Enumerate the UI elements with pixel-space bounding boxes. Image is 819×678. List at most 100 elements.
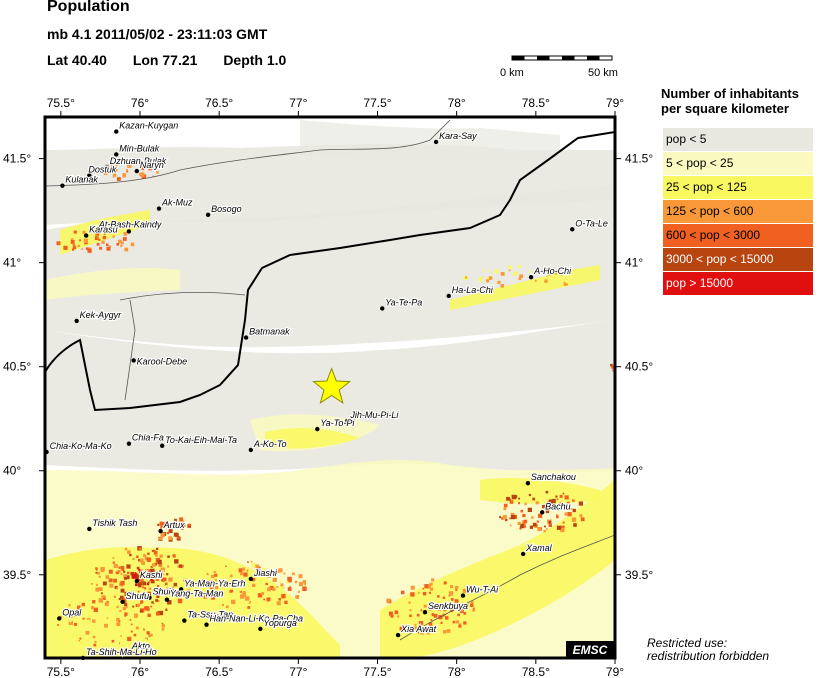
density-cell xyxy=(556,498,559,501)
density-cell xyxy=(103,171,108,175)
density-cell xyxy=(275,568,280,573)
density-cell xyxy=(233,581,238,586)
density-cell xyxy=(118,239,122,244)
density-cell xyxy=(486,277,490,281)
density-cell xyxy=(145,577,148,580)
density-cell xyxy=(427,632,430,635)
density-cell xyxy=(68,613,73,618)
density-cell xyxy=(102,638,104,641)
medium-density-area xyxy=(450,265,600,310)
density-cell xyxy=(519,274,523,279)
density-cell xyxy=(117,570,121,574)
density-cell xyxy=(109,245,111,248)
density-cell xyxy=(63,245,68,250)
density-cell xyxy=(292,572,295,576)
density-cell xyxy=(211,574,215,578)
density-cell xyxy=(137,590,140,593)
density-cell xyxy=(152,563,156,567)
density-cell xyxy=(113,602,118,607)
density-cell xyxy=(140,172,145,177)
density-cell xyxy=(91,606,95,610)
density-cell xyxy=(283,572,286,575)
density-cell xyxy=(554,272,557,275)
river xyxy=(119,291,246,401)
density-cell xyxy=(152,175,154,177)
density-cell xyxy=(274,583,276,586)
density-cell xyxy=(611,366,614,369)
density-cell xyxy=(137,583,143,588)
density-cell xyxy=(120,580,125,586)
density-cell xyxy=(488,276,493,280)
density-cell xyxy=(108,569,113,574)
usage-notice: Restricted use: redistribution forbidden xyxy=(647,637,769,663)
density-cell xyxy=(139,161,144,167)
legend-swatch xyxy=(663,200,813,223)
density-cell xyxy=(501,517,504,520)
density-cell xyxy=(108,607,112,611)
density-cell xyxy=(543,529,546,533)
density-cell xyxy=(550,506,554,510)
density-cell xyxy=(470,601,474,604)
density-cell xyxy=(429,582,433,586)
place-label: Senkbuya xyxy=(428,601,468,611)
density-cell xyxy=(556,525,562,530)
density-cell xyxy=(172,554,176,558)
density-cell xyxy=(178,564,183,568)
place-label: A-Ho-Chi xyxy=(533,266,572,276)
place-label: Ta-Ssu-Tan xyxy=(187,610,233,620)
place-marker xyxy=(114,129,119,134)
density-cell xyxy=(437,595,440,598)
scale-end-label: 50 km xyxy=(588,67,618,79)
x-tick-label-top: 77.5° xyxy=(363,96,391,110)
density-cell xyxy=(95,571,98,574)
density-cell xyxy=(263,572,268,577)
density-cell xyxy=(159,563,162,566)
density-cell xyxy=(455,620,459,624)
density-cell xyxy=(165,609,168,611)
place-label: O-Ta-Le xyxy=(575,218,608,228)
place-marker xyxy=(131,358,136,363)
y-tick-label-right: 40° xyxy=(625,464,643,478)
density-cell xyxy=(92,600,96,604)
density-cell xyxy=(459,607,464,612)
scale-start-label: 0 km xyxy=(500,67,524,79)
density-cell xyxy=(77,244,80,248)
place-marker xyxy=(395,632,401,638)
density-cell xyxy=(537,527,542,532)
density-cell xyxy=(147,613,151,617)
density-cell xyxy=(106,617,109,619)
density-cell xyxy=(433,613,438,618)
density-cell xyxy=(209,585,214,590)
density-cell xyxy=(253,602,257,607)
density-cell xyxy=(428,591,431,594)
place-label: Ha-La-Chi xyxy=(452,285,494,295)
density-cell xyxy=(206,572,209,575)
density-cell xyxy=(243,572,248,577)
density-cell xyxy=(517,265,521,269)
density-cell xyxy=(68,623,71,626)
density-cell xyxy=(295,595,300,599)
place-marker xyxy=(258,626,263,632)
density-cell xyxy=(113,563,118,568)
place-marker xyxy=(422,610,428,615)
density-cell xyxy=(248,601,251,604)
density-cell xyxy=(130,242,135,247)
density-cell xyxy=(276,601,281,606)
density-cell xyxy=(119,609,122,612)
density-cell xyxy=(225,605,229,609)
low-density-area xyxy=(45,144,615,225)
place-marker xyxy=(164,597,170,602)
density-cell xyxy=(147,633,149,635)
density-cell xyxy=(138,559,141,562)
density-cell xyxy=(133,633,137,637)
place-marker xyxy=(104,164,109,170)
place-label: Ya-Te-Pa xyxy=(385,297,422,307)
density-cell xyxy=(544,279,548,283)
density-cell xyxy=(168,536,173,541)
density-cell xyxy=(168,577,173,582)
density-cell xyxy=(562,521,565,524)
density-cell xyxy=(135,583,138,587)
density-cell xyxy=(157,599,160,603)
density-cell xyxy=(93,607,98,612)
place-marker xyxy=(87,526,92,532)
